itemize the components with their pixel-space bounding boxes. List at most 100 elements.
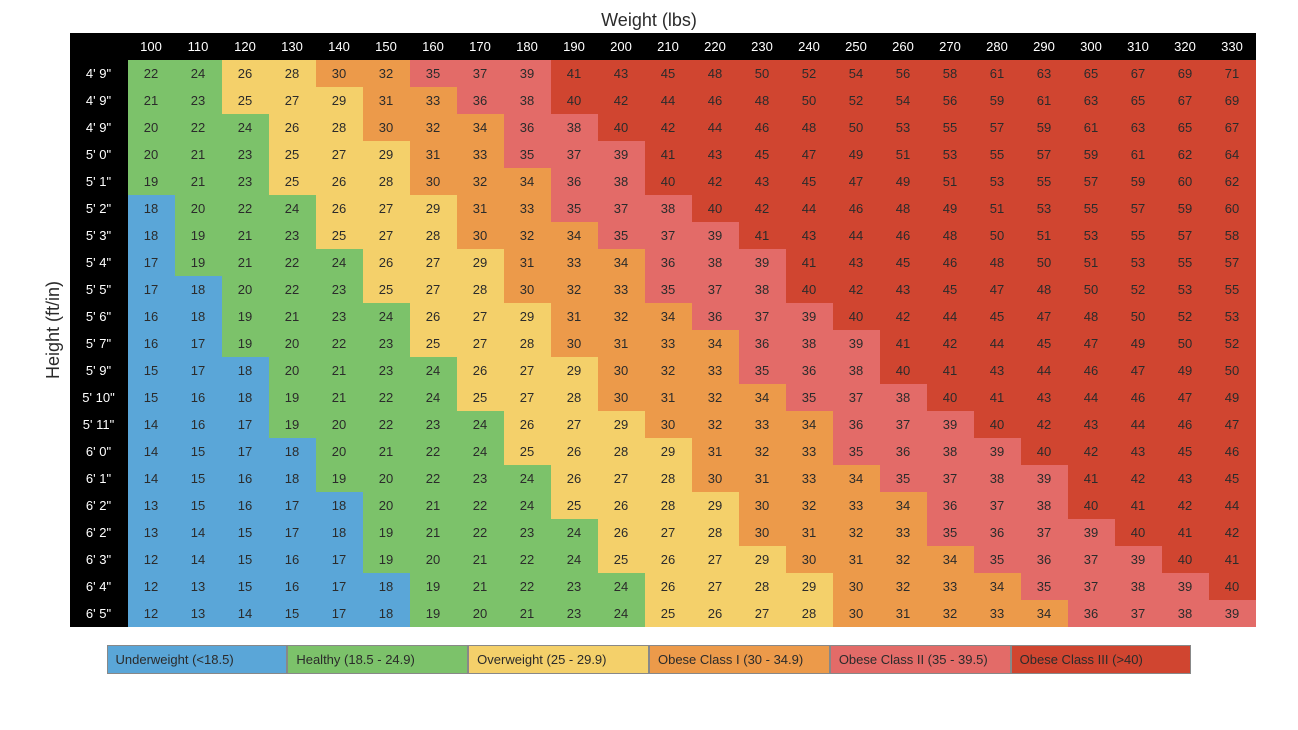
bmi-cell: 33 (974, 600, 1021, 627)
bmi-cell: 38 (1021, 492, 1068, 519)
bmi-cell: 49 (1162, 357, 1209, 384)
bmi-cell: 34 (786, 411, 833, 438)
legend: Underweight (<18.5)Healthy (18.5 - 24.9)… (107, 645, 1192, 674)
bmi-cell: 37 (692, 276, 739, 303)
bmi-cell: 48 (1068, 303, 1115, 330)
bmi-cell: 34 (457, 114, 504, 141)
bmi-cell: 24 (551, 519, 598, 546)
bmi-cell: 48 (692, 60, 739, 87)
bmi-cell: 52 (786, 60, 833, 87)
bmi-cell: 43 (598, 60, 645, 87)
weight-header: 180 (504, 33, 551, 60)
bmi-cell: 61 (974, 60, 1021, 87)
bmi-cell: 31 (645, 384, 692, 411)
bmi-cell: 32 (551, 276, 598, 303)
bmi-cell: 26 (222, 60, 269, 87)
bmi-cell: 41 (1115, 492, 1162, 519)
bmi-cell: 65 (1162, 114, 1209, 141)
bmi-cell: 12 (128, 600, 175, 627)
bmi-cell: 18 (316, 492, 363, 519)
bmi-cell: 46 (880, 222, 927, 249)
bmi-cell: 46 (927, 249, 974, 276)
bmi-cell: 39 (927, 411, 974, 438)
bmi-cell: 56 (927, 87, 974, 114)
corner-cell (70, 33, 128, 60)
height-header: 6' 5" (70, 600, 128, 627)
bmi-cell: 53 (880, 114, 927, 141)
bmi-cell: 62 (1162, 141, 1209, 168)
bmi-cell: 37 (598, 195, 645, 222)
bmi-cell: 21 (175, 141, 222, 168)
bmi-cell: 26 (316, 195, 363, 222)
bmi-cell: 48 (974, 249, 1021, 276)
bmi-cell: 24 (457, 411, 504, 438)
bmi-cell: 29 (786, 573, 833, 600)
bmi-cell: 59 (1115, 168, 1162, 195)
bmi-cell: 33 (551, 249, 598, 276)
bmi-cell: 31 (833, 546, 880, 573)
bmi-cell: 43 (833, 249, 880, 276)
bmi-cell: 25 (504, 438, 551, 465)
bmi-cell: 39 (786, 303, 833, 330)
bmi-cell: 46 (739, 114, 786, 141)
bmi-cell: 36 (880, 438, 927, 465)
bmi-cell: 43 (1162, 465, 1209, 492)
bmi-cell: 21 (316, 357, 363, 384)
bmi-cell: 35 (739, 357, 786, 384)
bmi-cell: 25 (457, 384, 504, 411)
bmi-cell: 22 (504, 546, 551, 573)
bmi-cell: 15 (128, 384, 175, 411)
bmi-cell: 39 (504, 60, 551, 87)
bmi-cell: 30 (598, 384, 645, 411)
bmi-cell: 18 (222, 384, 269, 411)
bmi-cell: 31 (551, 303, 598, 330)
bmi-cell: 52 (1115, 276, 1162, 303)
bmi-cell: 40 (551, 87, 598, 114)
bmi-cell: 45 (927, 276, 974, 303)
bmi-cell: 60 (1162, 168, 1209, 195)
bmi-cell: 31 (786, 519, 833, 546)
bmi-cell: 19 (222, 330, 269, 357)
bmi-cell: 31 (457, 195, 504, 222)
bmi-cell: 40 (1209, 573, 1256, 600)
bmi-cell: 54 (833, 60, 880, 87)
bmi-cell: 42 (645, 114, 692, 141)
bmi-cell: 35 (598, 222, 645, 249)
bmi-cell: 18 (269, 438, 316, 465)
bmi-cell: 20 (316, 438, 363, 465)
bmi-cell: 28 (551, 384, 598, 411)
bmi-cell: 42 (1115, 465, 1162, 492)
bmi-cell: 26 (645, 546, 692, 573)
bmi-cell: 15 (175, 492, 222, 519)
bmi-cell: 23 (410, 411, 457, 438)
bmi-cell: 38 (833, 357, 880, 384)
bmi-cell: 39 (1209, 600, 1256, 627)
bmi-cell: 43 (786, 222, 833, 249)
height-header: 5' 0" (70, 141, 128, 168)
bmi-cell: 19 (410, 573, 457, 600)
bmi-cell: 55 (927, 114, 974, 141)
bmi-cell: 32 (692, 384, 739, 411)
bmi-cell: 53 (1021, 195, 1068, 222)
bmi-cell: 31 (504, 249, 551, 276)
bmi-cell: 50 (1115, 303, 1162, 330)
bmi-cell: 35 (927, 519, 974, 546)
bmi-cell: 24 (598, 573, 645, 600)
bmi-cell: 19 (363, 519, 410, 546)
bmi-cell: 55 (1162, 249, 1209, 276)
bmi-cell: 30 (363, 114, 410, 141)
bmi-cell: 44 (786, 195, 833, 222)
height-header: 6' 4" (70, 573, 128, 600)
bmi-cell: 21 (457, 573, 504, 600)
bmi-cell: 27 (598, 465, 645, 492)
bmi-cell: 22 (269, 249, 316, 276)
bmi-cell: 22 (504, 573, 551, 600)
bmi-cell: 38 (551, 114, 598, 141)
bmi-cell: 26 (551, 465, 598, 492)
bmi-cell: 17 (222, 438, 269, 465)
bmi-cell: 32 (692, 411, 739, 438)
bmi-cell: 44 (692, 114, 739, 141)
weight-header: 160 (410, 33, 457, 60)
bmi-cell: 32 (363, 60, 410, 87)
bmi-cell: 21 (222, 222, 269, 249)
